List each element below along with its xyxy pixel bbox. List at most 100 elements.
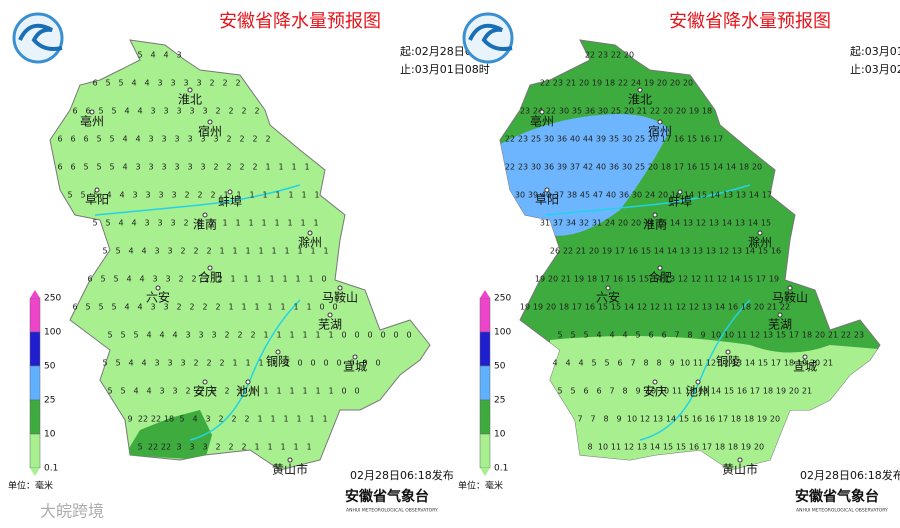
grid-value: 17 <box>762 191 772 200</box>
grid-value: 23 <box>518 135 528 144</box>
city-label: 滁州 <box>748 235 772 250</box>
grid-value: 19 <box>741 443 751 452</box>
grid-value: 22 <box>505 163 515 172</box>
end-time: 止:03月01日08时 <box>400 63 490 76</box>
grid-value: 42 <box>583 163 593 172</box>
grid-value: 20 <box>657 79 667 88</box>
city-label: 宣城 <box>343 359 367 374</box>
grid-value: 8 <box>656 359 661 368</box>
grid-value: 5 <box>98 107 103 116</box>
grid-value: 18 <box>587 275 597 284</box>
grid-value: 1 <box>258 247 263 256</box>
grid-value: 0 <box>354 331 359 340</box>
grid-value: 40 <box>570 135 580 144</box>
grid-value: 16 <box>728 303 738 312</box>
grid-value: 0 <box>341 387 346 396</box>
grid-value: 2 <box>231 415 236 424</box>
grid-value: 20 <box>658 191 668 200</box>
legend-swatch <box>29 365 41 401</box>
grid-value: 4 <box>135 135 140 144</box>
grid-value: 16 <box>613 275 623 284</box>
grid-value: 1 <box>300 219 305 228</box>
grid-value: 12 <box>696 219 706 228</box>
grid-value: 16 <box>674 135 684 144</box>
grid-value: 1 <box>230 275 235 284</box>
city-label: 芜湖 <box>318 317 342 332</box>
grid-value: 2 <box>219 359 224 368</box>
grid-value: 17 <box>702 443 712 452</box>
logo-swirl <box>468 23 513 51</box>
legend-arrow <box>480 468 490 476</box>
grid-value: 4 <box>137 107 142 116</box>
grid-value: 2 <box>176 303 181 312</box>
grid-value: 11 <box>693 359 703 368</box>
legend-label: 25 <box>494 396 505 406</box>
grid-value: 14 <box>730 275 740 284</box>
grid-value: 4 <box>144 79 149 88</box>
grid-value: 2 <box>197 191 202 200</box>
grid-value: 18 <box>802 331 812 340</box>
grid-value: 5 <box>557 331 562 340</box>
grid-value: 25 <box>531 135 541 144</box>
grid-value: 17 <box>789 331 799 340</box>
grid-value: 3 <box>205 415 210 424</box>
grid-value: 20 <box>754 303 764 312</box>
grid-value: 17 <box>674 163 684 172</box>
grid-value: 3 <box>211 331 216 340</box>
legend-swatch <box>29 399 41 435</box>
grid-value: 12 <box>719 247 729 256</box>
grid-value: 3 <box>157 79 162 88</box>
city-dot <box>677 189 683 195</box>
grid-value: 13 <box>763 331 773 340</box>
grid-value: 13 <box>706 247 716 256</box>
grid-value: 5 <box>115 359 120 368</box>
grid-value: 1 <box>265 163 270 172</box>
grid-value: 23 <box>854 331 864 340</box>
grid-value: 1 <box>271 247 276 256</box>
grid-value: 40 <box>596 163 606 172</box>
grid-value: 22 <box>841 331 851 340</box>
grid-value: 25 <box>611 107 621 116</box>
grid-value: 10 <box>724 331 734 340</box>
grid-value: 3 <box>189 107 194 116</box>
grid-value: 20 <box>618 219 628 228</box>
grid-value: 32 <box>579 219 589 228</box>
grid-value: 2 <box>250 331 255 340</box>
grid-value: 1 <box>314 191 319 200</box>
grid-value: 4 <box>150 51 155 60</box>
grid-value: 5 <box>109 163 114 172</box>
grid-value: 2 <box>241 107 246 116</box>
grid-value: 22 <box>780 303 790 312</box>
grid-value: 0 <box>332 303 337 312</box>
grid-value: 1 <box>284 359 289 368</box>
grid-value: 1 <box>308 275 313 284</box>
grid-value: 1 <box>254 303 259 312</box>
grid-value: 2 <box>213 163 218 172</box>
legend-label: 250 <box>494 294 511 304</box>
grid-value: 1 <box>284 247 289 256</box>
grid-value: 4 <box>622 331 627 340</box>
grid-value: 2 <box>215 107 220 116</box>
grid-value: 18 <box>728 443 738 452</box>
city-label: 淮南 <box>643 217 667 232</box>
grid-value: 7 <box>577 415 582 424</box>
grid-value: 15 <box>700 163 710 172</box>
grid-value: 1 <box>306 303 311 312</box>
grid-value: 13 <box>637 443 647 452</box>
grid-value: 17 <box>713 135 723 144</box>
grid-value: 12 <box>637 303 647 312</box>
grid-value: 15 <box>743 275 753 284</box>
grid-value: 2 <box>180 247 185 256</box>
grid-value: 1 <box>263 331 268 340</box>
grid-value: 1 <box>315 387 320 396</box>
grid-value: 3 <box>132 191 137 200</box>
grid-value: 1 <box>310 247 315 256</box>
grid-value: 4 <box>124 303 129 312</box>
grid-value: 4 <box>106 191 111 200</box>
grid-value: 19 <box>769 275 779 284</box>
grid-value: 15 <box>657 219 667 228</box>
grid-value: 5 <box>133 331 138 340</box>
grid-value: 15 <box>761 219 771 228</box>
grid-value: 24 <box>645 191 655 200</box>
grid-value: 24 <box>533 107 543 116</box>
